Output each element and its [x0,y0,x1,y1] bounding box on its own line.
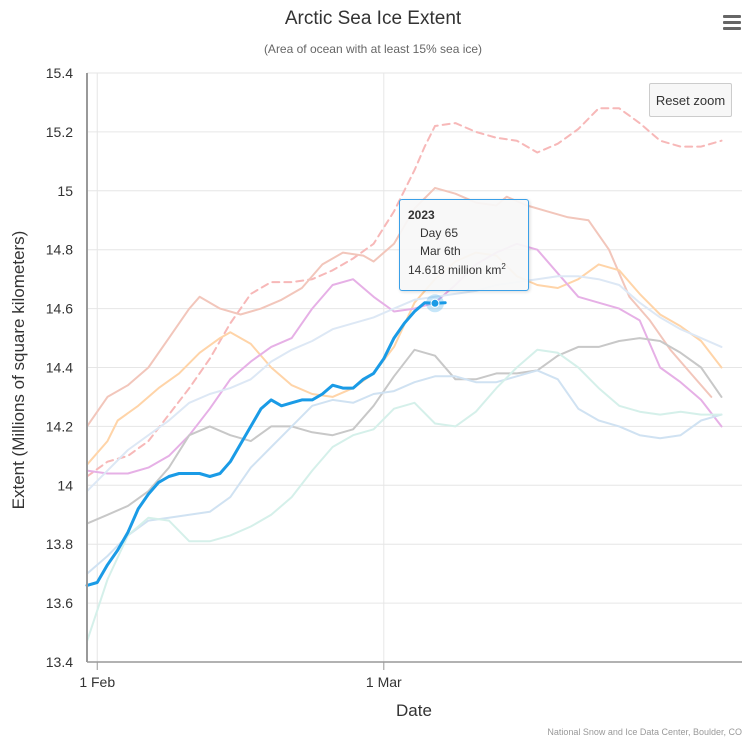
series-line-background [86,275,723,493]
highlight-point[interactable] [430,298,440,308]
y-tick-label: 14.2 [46,418,73,434]
series-line-background [86,242,723,475]
series-line-background [86,186,713,428]
chart-subtitle: (Area of ocean with at least 15% sea ice… [263,42,483,56]
series-line-background [86,337,723,525]
y-tick-label: 14.6 [46,301,73,317]
y-tick-label: 14 [57,477,73,493]
y-tick-label: 15 [57,183,73,199]
series-line-background [86,251,723,466]
series-line-background [86,369,723,575]
menu-bar [723,21,741,24]
x-tick-label: 1 Mar [366,674,402,690]
highlight [425,294,444,313]
series-line-background [86,107,723,478]
y-tick-label: 13.6 [46,595,73,611]
chart-title: Arctic Sea Ice Extent [284,8,462,29]
hamburger-menu-icon[interactable] [719,12,745,36]
menu-bar [723,15,741,18]
y-tick-label: 13.8 [46,536,73,552]
tooltip-value: 14.618 million km [408,263,502,277]
credits-link[interactable]: National Snow and Ice Data Center, Bould… [547,727,742,737]
tooltip: 2023 Day 65 Mar 6th 14.618 million km2 [399,199,529,291]
tooltip-day: Day 65 [420,226,459,240]
axes: 13.4 13.6 13.8 14 14.2 14.4 14.6 14.8 15 15.2 15.4… [46,65,742,690]
tooltip-date: Mar 6th [420,244,461,258]
y-tick-label: 15.2 [46,124,73,140]
y-tick-label: 14.4 [46,360,73,376]
x-axis-label: Date [396,701,432,720]
tooltip-value-line: 14.618 million km2 [408,262,520,277]
x-tick-label: 1 Feb [79,674,115,690]
series-layer [85,107,723,643]
tooltip-unit-sup: 2 [501,262,506,271]
menu-bar [723,27,741,30]
series-line-2023 [85,301,447,587]
y-tick-label: 15.4 [46,65,73,81]
tooltip-year: 2023 [408,208,435,222]
series-line-background [86,348,723,643]
y-tick-label: 14.8 [46,242,73,258]
y-axis-label: Extent (Millions of square kilometers) [9,231,28,510]
y-tick-label: 13.4 [46,654,73,670]
reset-zoom-button[interactable]: Reset zoom [649,83,732,117]
